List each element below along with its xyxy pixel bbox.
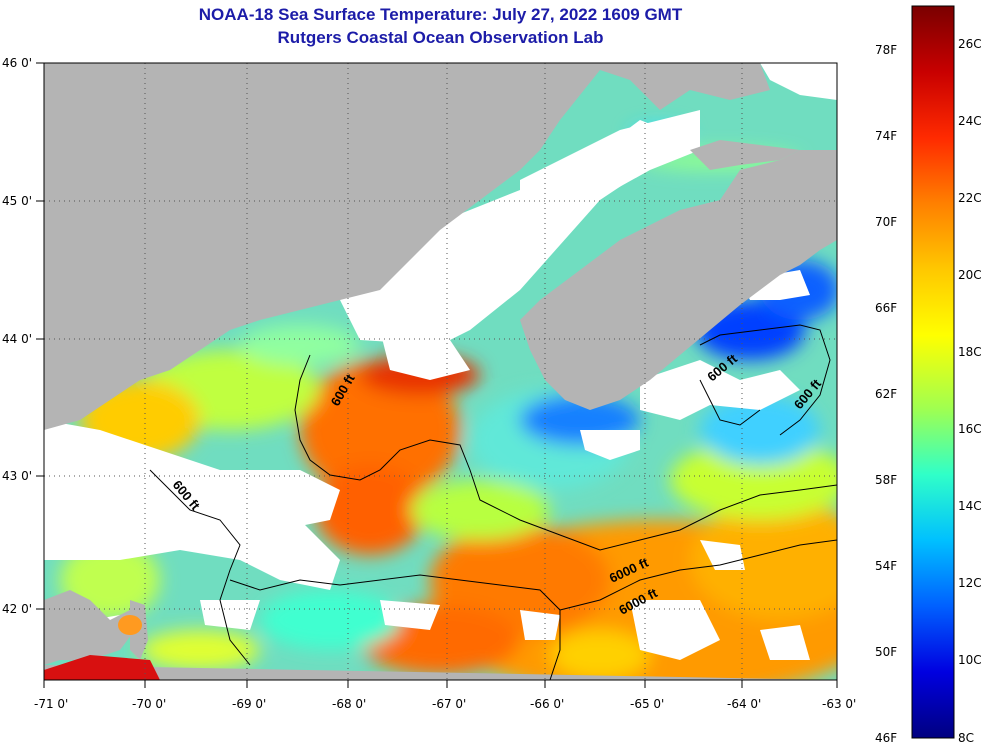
colorbar-f-labels: 78F 74F 70F 66F 62F 58F 54F 50F 46F	[875, 43, 897, 745]
f-label: 74F	[875, 129, 897, 143]
longitude-labels: -71 0' -70 0' -69 0' -68 0' -67 0' -66 0…	[34, 697, 856, 711]
c-label: 14C	[958, 499, 982, 513]
axis-ticks	[36, 62, 838, 688]
lat-label: 42 0'	[2, 602, 32, 616]
map-plot-area: 600 ft 600 ft 600 ft 600 ft 6000 ft 6000…	[44, 63, 837, 680]
c-label: 8C	[958, 731, 974, 745]
f-label: 46F	[875, 731, 897, 745]
lon-label: -69 0'	[232, 697, 266, 711]
map-subtitle: Rutgers Coastal Ocean Observation Lab	[277, 28, 604, 47]
c-label: 26C	[958, 37, 982, 51]
c-label: 18C	[958, 345, 982, 359]
coastal-warm-water	[44, 615, 160, 680]
land	[44, 63, 837, 680]
graticule	[44, 63, 837, 680]
lon-label: -64 0'	[727, 697, 761, 711]
lon-label: -66 0'	[530, 697, 564, 711]
c-label: 24C	[958, 114, 982, 128]
lon-label: -71 0'	[34, 697, 68, 711]
lat-label: 45 0'	[2, 194, 32, 208]
f-label: 66F	[875, 301, 897, 315]
lon-label: -67 0'	[432, 697, 466, 711]
cloud-mask	[44, 63, 837, 660]
lat-label: 46 0'	[2, 56, 32, 70]
c-label: 16C	[958, 422, 982, 436]
colorbar	[911, 5, 955, 739]
lon-label: -70 0'	[132, 697, 166, 711]
f-label: 54F	[875, 559, 897, 573]
f-label: 50F	[875, 645, 897, 659]
f-label: 62F	[875, 387, 897, 401]
c-label: 20C	[958, 268, 982, 282]
map-title: NOAA-18 Sea Surface Temperature: July 27…	[198, 5, 683, 24]
depth-contours	[149, 324, 837, 680]
latitude-labels: 46 0' 45 0' 44 0' 43 0' 42 0'	[2, 56, 32, 616]
plot-frame	[43, 62, 838, 681]
c-label: 10C	[958, 653, 982, 667]
f-label: 78F	[875, 43, 897, 57]
c-label: 22C	[958, 191, 982, 205]
lon-label: -63 0'	[822, 697, 856, 711]
c-label: 12C	[958, 576, 982, 590]
colorbar-c-labels: 26C 24C 22C 20C 18C 16C 14C 12C 10C 8C	[958, 37, 982, 745]
lon-label: -68 0'	[332, 697, 366, 711]
lat-label: 44 0'	[2, 332, 32, 346]
f-label: 70F	[875, 215, 897, 229]
lat-label: 43 0'	[2, 469, 32, 483]
lon-label: -65 0'	[630, 697, 664, 711]
f-label: 58F	[875, 473, 897, 487]
